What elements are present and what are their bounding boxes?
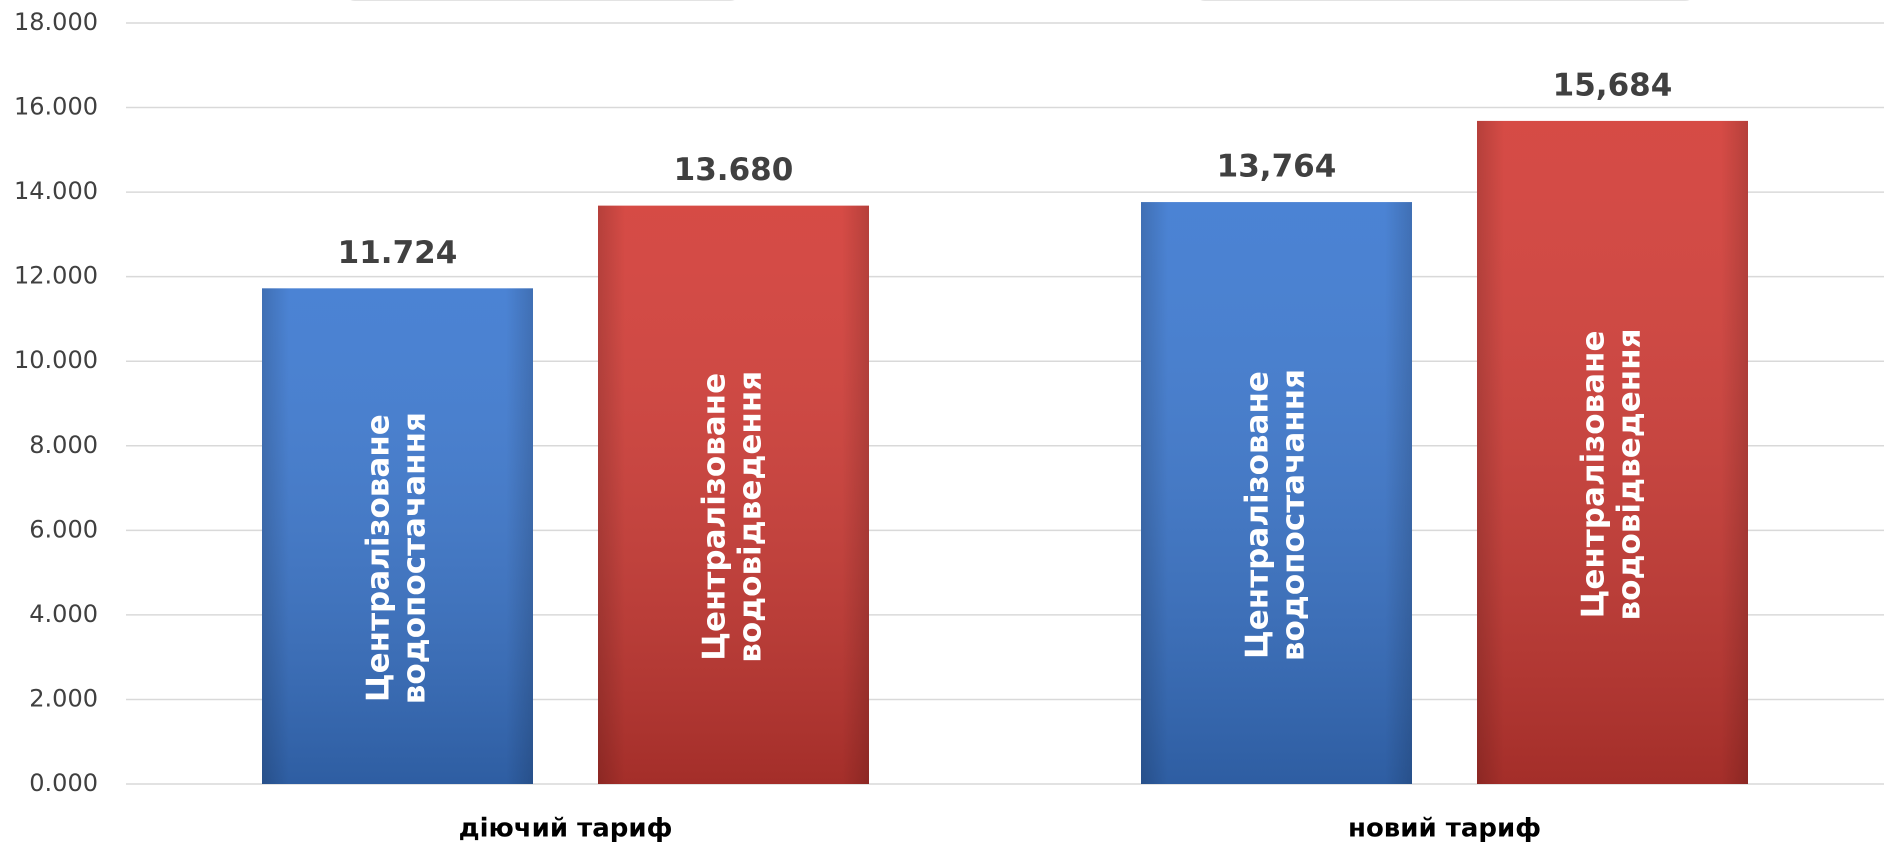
bar-series-label: Централізованеводовідведення [1575, 328, 1647, 620]
x-tick-label: новий тариф [1348, 814, 1541, 844]
bar-series-label: Централізованеводовідведення [696, 371, 768, 663]
bar-series-label: Централізованеводопостачання [360, 412, 432, 704]
value-label: 13.680 [674, 152, 794, 188]
value-label: 15,684 [1553, 67, 1673, 103]
value-label: 13,764 [1217, 149, 1337, 185]
y-tick-label: 10.000 [14, 346, 98, 374]
y-tick-label: 6.000 [29, 515, 98, 543]
y-tick-label: 18.000 [14, 8, 98, 36]
bar-edge [1141, 202, 1412, 784]
value-label: 11.724 [338, 235, 458, 271]
y-tick-label: 4.000 [29, 600, 98, 628]
y-tick-label: 14.000 [14, 177, 98, 205]
y-tick-label: 2.000 [29, 684, 98, 712]
y-tick-label: 8.000 [29, 431, 98, 459]
bar-edge [262, 288, 533, 784]
bar-edge [598, 205, 869, 784]
y-tick-label: 0.000 [29, 769, 98, 797]
x-tick-label: діючий тариф [459, 814, 673, 844]
y-tick-label: 12.000 [14, 262, 98, 290]
bar-edge [1477, 120, 1748, 784]
y-tick-label: 16.000 [14, 93, 98, 121]
bar-series-label: Централізованеводопостачання [1239, 369, 1311, 661]
